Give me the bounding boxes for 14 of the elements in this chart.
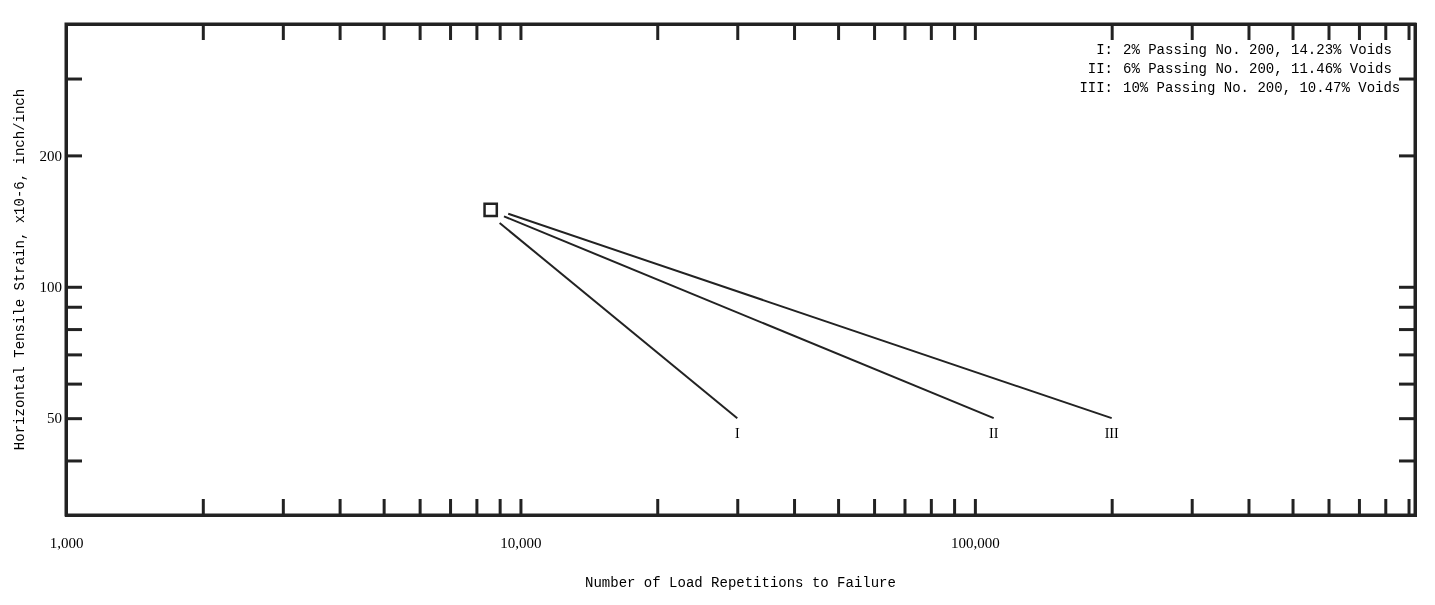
annotation: I xyxy=(734,426,740,442)
annotation: I: 2% Passing No. 200, 14.23% Voids xyxy=(1096,42,1392,58)
annotation: III: 10% Passing No. 200, 10.47% Voids xyxy=(1079,80,1401,96)
x-tick-label: 1,000 xyxy=(49,534,84,551)
y-axis-title: Horizontal Tensile Strain, x10-6, inch/inch xyxy=(12,88,28,451)
x-axis-title: Number of Load Repetitions to Failure xyxy=(585,575,896,591)
y-tick-label: 50 xyxy=(47,410,62,427)
annotation: III xyxy=(1104,426,1120,442)
annotation: II: 6% Passing No. 200, 11.46% Voids xyxy=(1087,61,1392,77)
x-tick-label: 100,000 xyxy=(951,534,1000,551)
y-tick-label: 200 xyxy=(39,147,62,164)
annotation: II xyxy=(989,426,999,442)
x-tick-label: 10,000 xyxy=(500,534,542,551)
y-tick-label: 100 xyxy=(39,279,62,296)
